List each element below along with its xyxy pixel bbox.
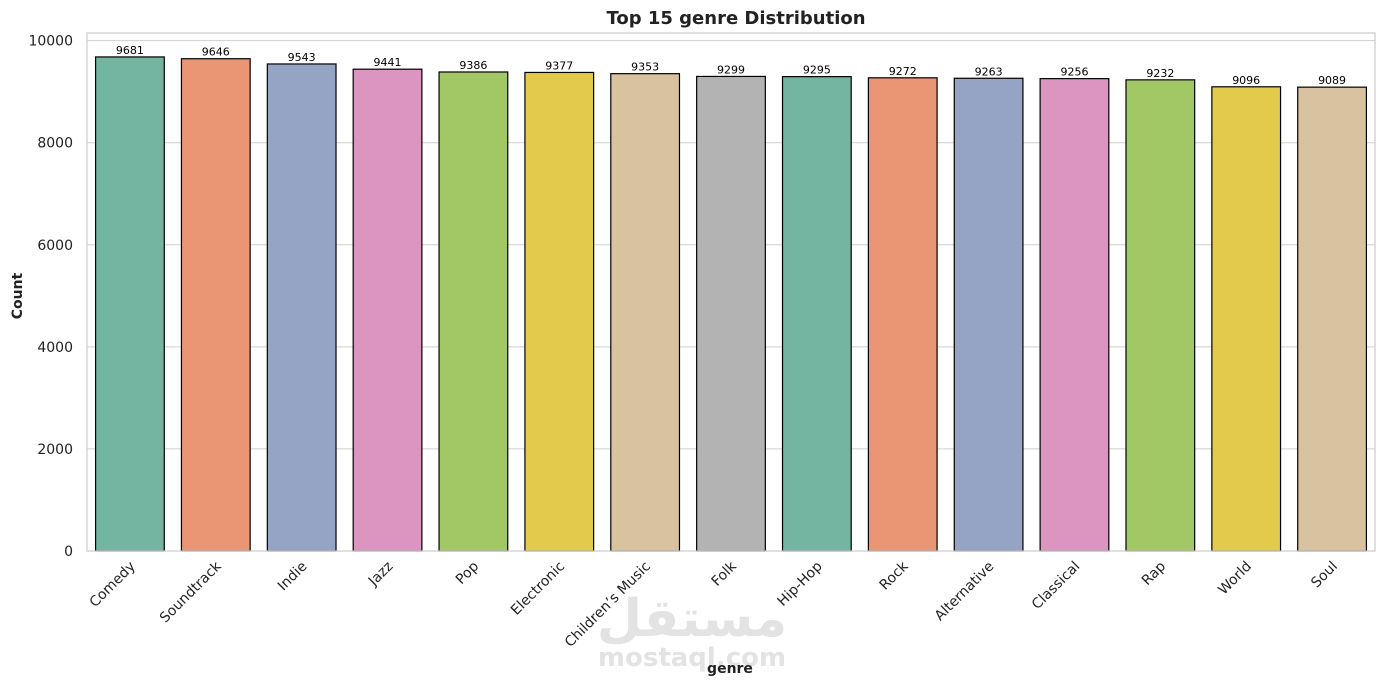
data-label: 9295: [803, 64, 831, 77]
y-axis-label: Count: [10, 272, 26, 319]
bar-hip-hop: [781, 76, 852, 552]
x-tick-label: Soundtrack: [157, 558, 225, 626]
x-tick-label: Jazz: [365, 559, 396, 590]
bar-alternative: [953, 77, 1024, 552]
data-labels: 9681 9646 9543 9441 9386 9377 9353 9299 9295 9272…: [116, 44, 1346, 87]
data-label: 9089: [1318, 74, 1346, 87]
bar-folk: [696, 75, 766, 552]
bar-electronic: [524, 71, 595, 552]
bar-world: [1211, 86, 1282, 552]
data-label: 9441: [374, 56, 402, 69]
y-tick-labels: 0 2000 4000 6000 8000 10000: [28, 34, 73, 560]
x-tick-label: Indie: [275, 559, 311, 595]
y-tick-label: 10000: [28, 34, 73, 50]
x-tick-label: Classical: [1029, 559, 1083, 613]
data-label: 9386: [459, 59, 487, 72]
bar-rock: [867, 77, 938, 552]
bar-soundtrack: [180, 58, 251, 552]
y-tick-label: 8000: [37, 136, 73, 152]
bars: [94, 56, 1368, 552]
data-label: 9232: [1146, 67, 1174, 80]
y-tick-label: 0: [64, 544, 73, 560]
x-tick-label: Folk: [709, 558, 741, 590]
watermark-arabic: مستقل: [597, 589, 787, 649]
data-label: 9353: [631, 61, 659, 74]
bar-indie: [266, 63, 337, 552]
bar-pop: [438, 71, 509, 552]
x-tick-label: Electronic: [508, 559, 568, 619]
y-tick-label: 6000: [37, 238, 73, 254]
bar-rap: [1125, 79, 1196, 552]
data-label: 9299: [717, 63, 745, 76]
bar-comedy: [94, 56, 165, 552]
plot-frame: [86, 32, 1376, 552]
x-tick-label: Pop: [453, 558, 482, 587]
watermark: مستقل mostaql.com: [597, 589, 787, 673]
bar-classical: [1039, 78, 1110, 552]
data-label: 9263: [975, 65, 1003, 78]
x-tick-label: Alternative: [932, 559, 998, 625]
chart-title: Top 15 genre Distribution: [606, 8, 865, 29]
x-tick-label: Rap: [1139, 558, 1169, 588]
bar-jazz: [352, 68, 423, 552]
data-label: 9646: [202, 46, 230, 59]
x-axis-label: genre: [707, 661, 753, 677]
x-tick-label: Soul: [1308, 559, 1341, 592]
bar-children-s-music: [610, 73, 681, 552]
bar-soul: [1297, 86, 1368, 552]
data-label: 9272: [889, 65, 917, 78]
data-label: 9096: [1232, 74, 1260, 87]
y-tick-label: 2000: [37, 442, 73, 458]
x-tick-label: Comedy: [87, 559, 139, 611]
x-tick-label: Rock: [877, 558, 913, 594]
data-label: 9377: [545, 59, 573, 72]
x-tick-label: World: [1215, 559, 1255, 599]
data-label: 9543: [288, 51, 316, 64]
watermark-latin: mostaql.com: [598, 643, 786, 673]
y-tick-label: 4000: [37, 340, 73, 356]
data-label: 9681: [116, 44, 144, 57]
data-label: 9256: [1060, 66, 1088, 79]
x-tick-label: Hip-Hop: [775, 558, 826, 609]
